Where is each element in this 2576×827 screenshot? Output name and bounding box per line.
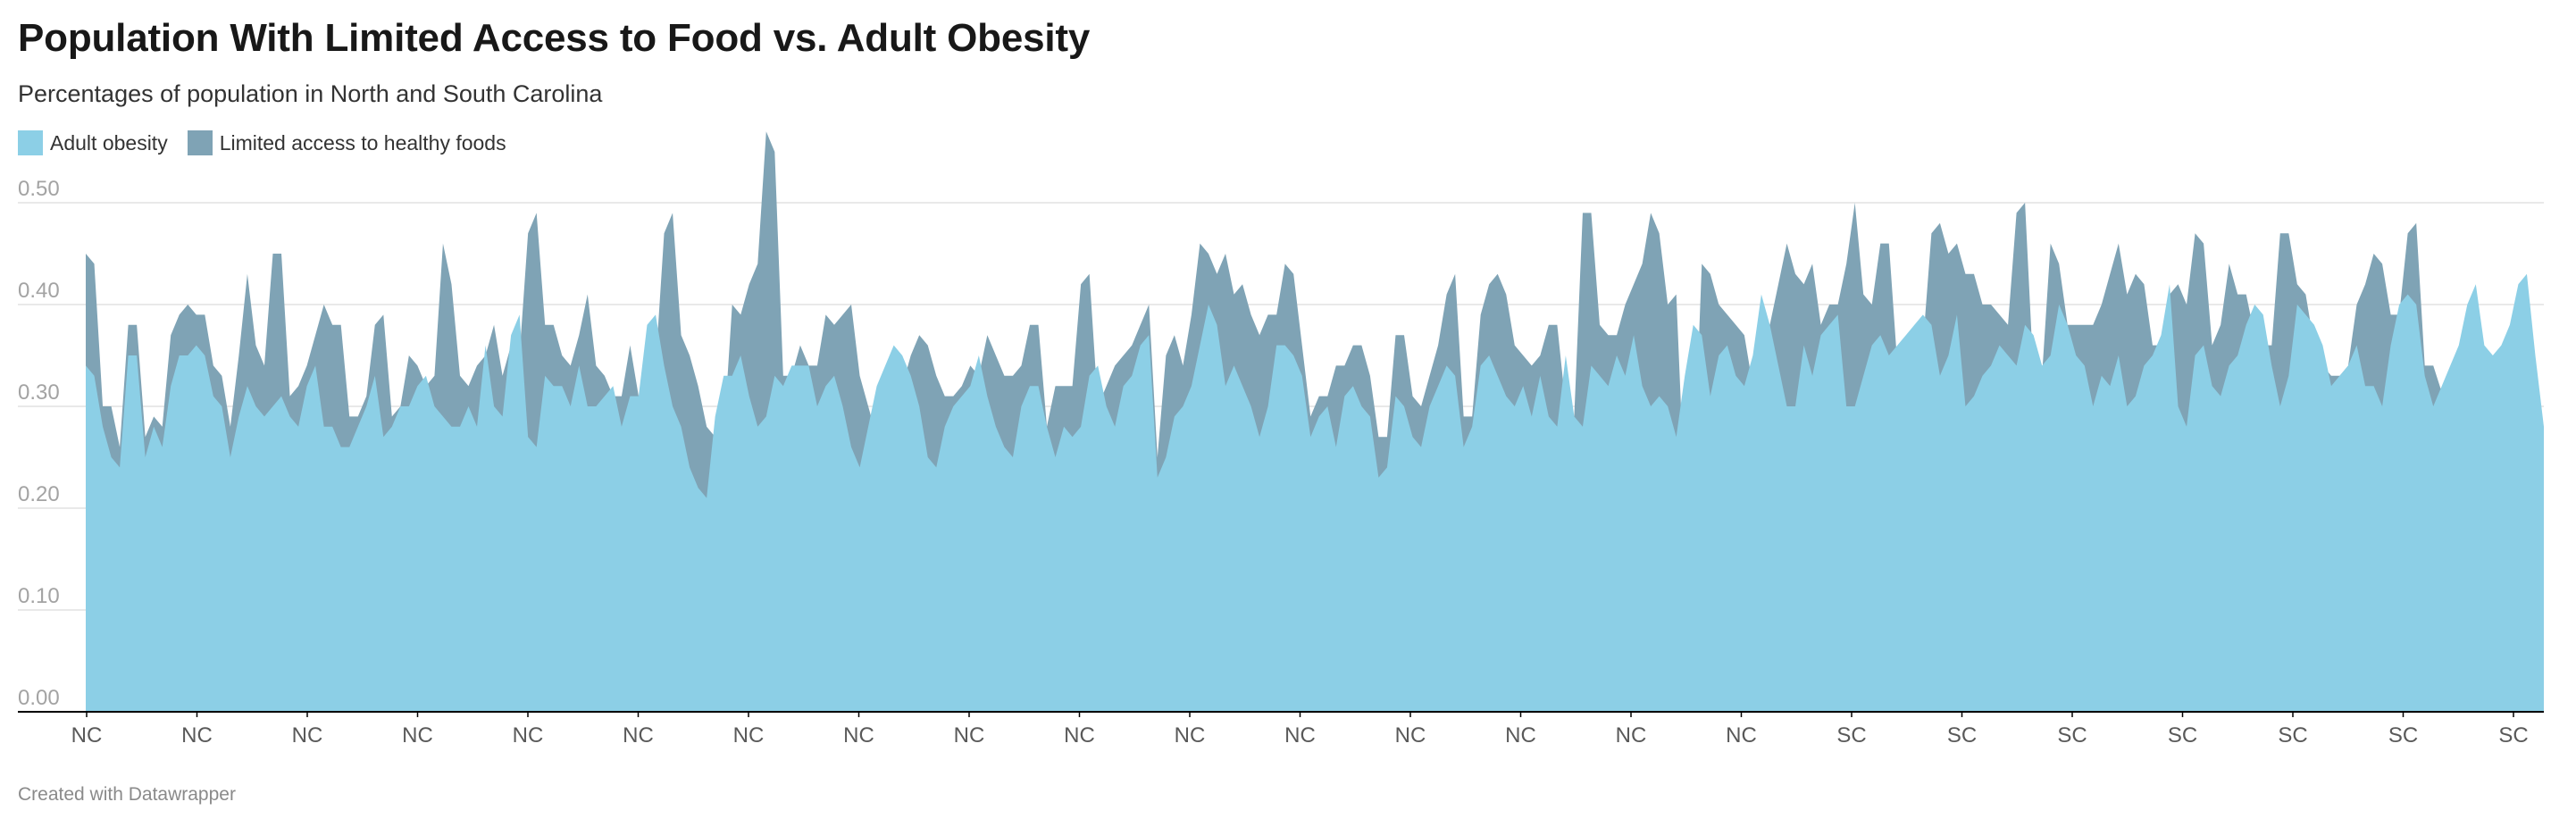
x-tick-label: SC <box>1836 723 1866 748</box>
chart-subtitle: Percentages of population in North and S… <box>18 80 603 107</box>
legend-swatch-adult-obesity <box>18 130 43 155</box>
x-tick-label: NC <box>402 723 433 748</box>
x-tick-label: NC <box>954 723 985 748</box>
x-tick-label: NC <box>1395 723 1426 748</box>
x-tick-label: SC <box>2168 723 2197 748</box>
y-tick-label: 0.30 <box>18 380 60 405</box>
legend: Adult obesity Limited access to healthy … <box>18 130 526 155</box>
x-tick-label: NC <box>1284 723 1316 748</box>
y-tick-label: 0.00 <box>18 686 60 710</box>
x-tick-label: NC <box>513 723 544 748</box>
x-tick-label: NC <box>292 723 323 748</box>
y-tick-label: 0.50 <box>18 177 60 201</box>
area-series <box>86 131 2544 712</box>
x-tick-label: NC <box>181 723 213 748</box>
x-tick-label: NC <box>1505 723 1536 748</box>
x-tick-label: NC <box>1726 723 1757 748</box>
y-tick-label: 0.10 <box>18 584 60 608</box>
legend-swatch-limited-access <box>187 130 213 155</box>
y-tick-label: 0.20 <box>18 482 60 506</box>
area-adult-obesity <box>86 273 2544 712</box>
x-tick-label: SC <box>2278 723 2307 748</box>
x-tick-label: NC <box>843 723 874 748</box>
x-tick-label: NC <box>1616 723 1647 748</box>
chart-title: Population With Limited Access to Food v… <box>18 16 1091 60</box>
x-tick-label: NC <box>733 723 765 748</box>
legend-label-limited-access: Limited access to healthy foods <box>219 130 506 155</box>
datawrapper-credit: Created with Datawrapper <box>18 784 236 805</box>
legend-label-adult-obesity: Adult obesity <box>50 130 168 155</box>
x-tick-label: SC <box>2498 723 2528 748</box>
x-tick-label: SC <box>2388 723 2418 748</box>
x-tick-label: NC <box>1175 723 1206 748</box>
x-tick-label: NC <box>71 723 103 748</box>
x-tick-label: SC <box>2057 723 2087 748</box>
legend-item-limited-access: Limited access to healthy foods <box>187 130 506 155</box>
y-tick-label: 0.40 <box>18 279 60 303</box>
x-tick-label: NC <box>623 723 654 748</box>
x-tick-label: SC <box>1947 723 1977 748</box>
legend-item-adult-obesity: Adult obesity <box>18 130 168 155</box>
axes: 0.00 0.10 0.20 0.30 0.40 0.50 NC NC NC NC NC NC NC NC… <box>18 177 2544 748</box>
x-tick-label: NC <box>1064 723 1095 748</box>
